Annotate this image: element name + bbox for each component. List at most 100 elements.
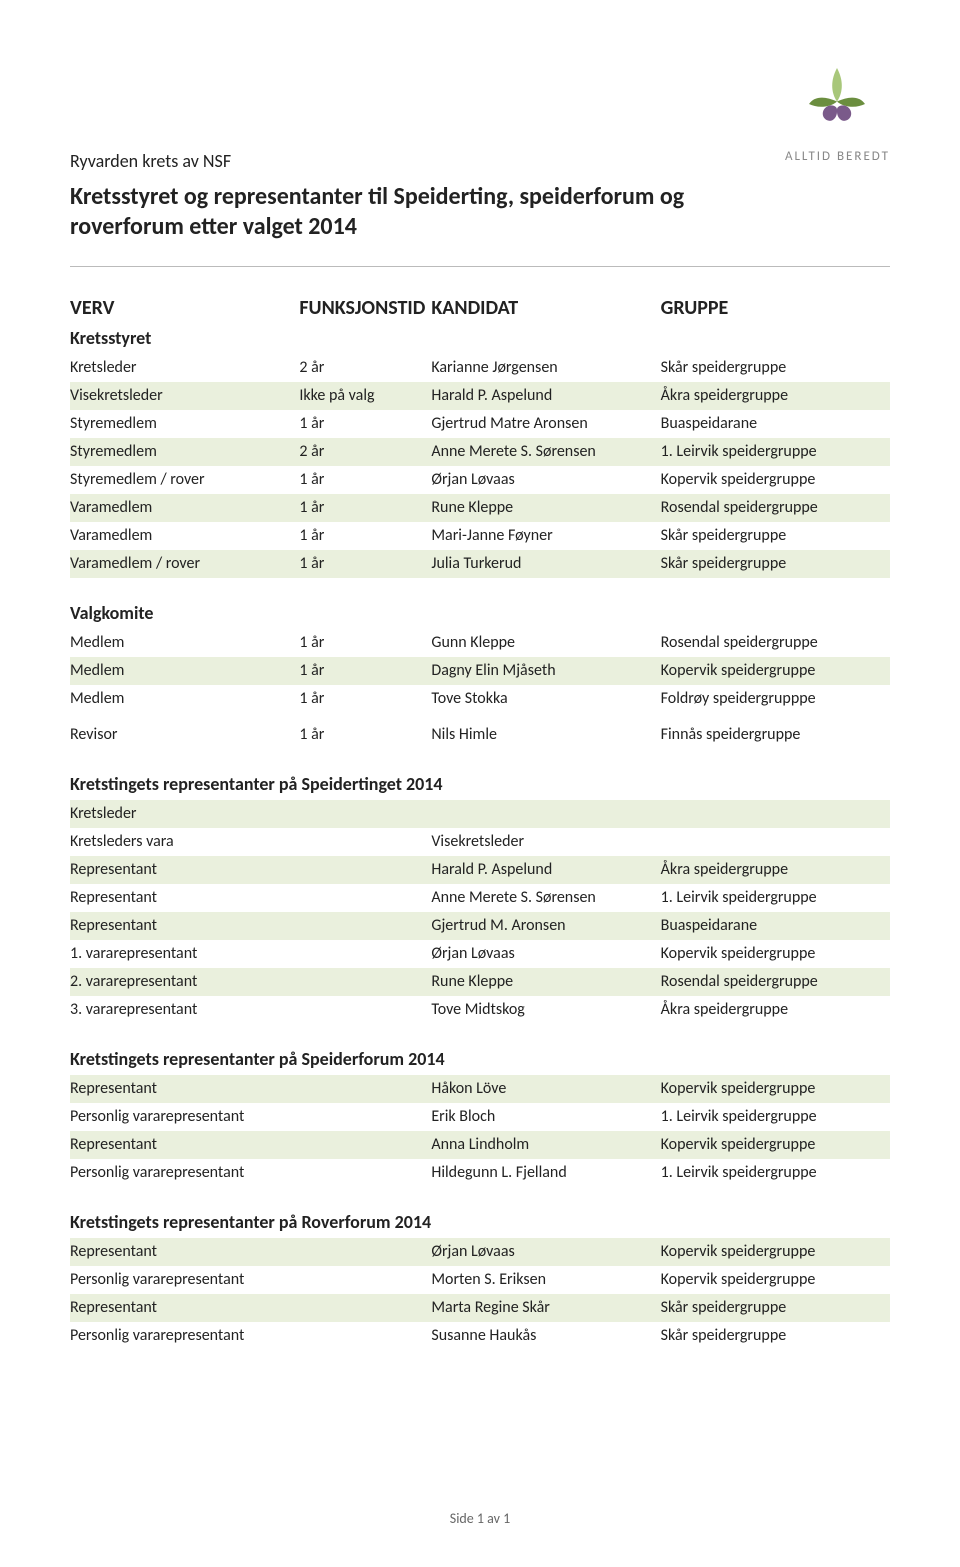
spacer-row: [70, 1187, 890, 1195]
table-row: Varamedlem / rover1 årJulia TurkerudSkår…: [70, 550, 890, 578]
logo-block: ALLTID BEREDT: [785, 60, 890, 164]
section-title: Valgkomite: [70, 586, 890, 629]
table-row: Personlig vararepresentantErik Bloch1. L…: [70, 1103, 890, 1131]
table-row: RepresentantHarald P. AspelundÅkra speid…: [70, 856, 890, 884]
cell-kand: Susanne Haukås: [431, 1322, 660, 1350]
table-row: Kretsleder: [70, 800, 890, 828]
cell-gruppe: Skår speidergruppe: [661, 1322, 890, 1350]
cell-funk: [299, 912, 431, 940]
cell-verv: Kretsleder: [70, 354, 299, 382]
divider: [70, 266, 890, 267]
cell-gruppe: 1. Leirvik speidergruppe: [661, 1159, 890, 1187]
page-footer: Side 1 av 1: [70, 1510, 890, 1527]
table-row: Personlig vararepresentantMorten S. Erik…: [70, 1266, 890, 1294]
cell-gruppe: Skår speidergruppe: [661, 1294, 890, 1322]
cell-verv: Personlig vararepresentant: [70, 1159, 299, 1187]
cell-funk: [299, 1075, 431, 1103]
cell-kand: Tove Stokka: [431, 685, 660, 713]
cell-gruppe: Kopervik speidergruppe: [661, 1075, 890, 1103]
cell-kand: Rune Kleppe: [431, 968, 660, 996]
cell-gruppe: Skår speidergruppe: [661, 522, 890, 550]
cell-gruppe: [661, 828, 890, 856]
table-row: Revisor1 årNils HimleFinnås speidergrupp…: [70, 721, 890, 749]
cell-funk: 1 år: [299, 721, 431, 749]
cell-kand: Hildegunn L. Fjelland: [431, 1159, 660, 1187]
cell-funk: [299, 1238, 431, 1266]
cell-verv: Representant: [70, 1075, 299, 1103]
cell-kand: Marta Regine Skår: [431, 1294, 660, 1322]
cell-gruppe: Rosendal speidergruppe: [661, 968, 890, 996]
table-row: Representant Håkon LöveKopervik speidergr…: [70, 1075, 890, 1103]
cell-kand: Visekretsleder: [431, 828, 660, 856]
cell-verv: Varamedlem / rover: [70, 550, 299, 578]
cell-kand: Harald P. Aspelund: [431, 856, 660, 884]
section-row: Kretstingets representanter på Roverforu…: [70, 1195, 890, 1238]
cell-funk: 1 år: [299, 657, 431, 685]
spacer-row: [70, 578, 890, 586]
cell-verv: Representant: [70, 856, 299, 884]
cell-kand: Karianne Jørgensen: [431, 354, 660, 382]
spacer-row: [70, 713, 890, 721]
cell-gruppe: Finnås speidergruppe: [661, 721, 890, 749]
cell-gruppe: 1. Leirvik speidergruppe: [661, 884, 890, 912]
scout-logo-icon: [797, 60, 877, 140]
cell-funk: [299, 828, 431, 856]
positions-table: VERVFUNKSJONSTIDKANDIDATGRUPPEKretsstyre…: [70, 291, 890, 1350]
cell-funk: 1 år: [299, 685, 431, 713]
cell-verv: Representant: [70, 912, 299, 940]
cell-verv: Kretsleder: [70, 800, 299, 828]
cell-verv: 1. vararepresentant: [70, 940, 299, 968]
col-gruppe: GRUPPE: [661, 291, 890, 325]
cell-kand: Håkon Löve: [431, 1075, 660, 1103]
cell-funk: 1 år: [299, 494, 431, 522]
cell-funk: [299, 940, 431, 968]
col-funk: FUNKSJONSTID: [299, 291, 431, 325]
cell-verv: 3. vararepresentant: [70, 996, 299, 1024]
table-row: Medlem1 årTove StokkaFoldrøy speidergrup…: [70, 685, 890, 713]
cell-kand: Ørjan Løvaas: [431, 466, 660, 494]
cell-verv: Representant: [70, 1294, 299, 1322]
cell-funk: 2 år: [299, 354, 431, 382]
cell-kand: Erik Bloch: [431, 1103, 660, 1131]
cell-funk: [299, 800, 431, 828]
cell-kand: Morten S. Eriksen: [431, 1266, 660, 1294]
table-row: Personlig vararepresentantSusanne Haukås…: [70, 1322, 890, 1350]
cell-kand: Harald P. Aspelund: [431, 382, 660, 410]
motto: ALLTID BEREDT: [785, 149, 890, 164]
section-title: Kretsstyret: [70, 325, 890, 354]
cell-verv: Styremedlem: [70, 438, 299, 466]
section-row: Valgkomite: [70, 586, 890, 629]
cell-funk: [299, 1294, 431, 1322]
spacer-row: [70, 749, 890, 757]
cell-kand: Rune Kleppe: [431, 494, 660, 522]
cell-verv: Personlig vararepresentant: [70, 1103, 299, 1131]
cell-verv: Varamedlem: [70, 522, 299, 550]
cell-funk: [299, 1322, 431, 1350]
cell-kand: Ørjan Løvaas: [431, 940, 660, 968]
cell-funk: [299, 1159, 431, 1187]
cell-funk: 1 år: [299, 550, 431, 578]
cell-gruppe: Kopervik speidergruppe: [661, 1266, 890, 1294]
cell-funk: 1 år: [299, 466, 431, 494]
cell-funk: [299, 1131, 431, 1159]
header: Ryvarden krets av NSF ALLTID BEREDT: [70, 60, 890, 172]
cell-kand: Gjertrud M. Aronsen: [431, 912, 660, 940]
cell-verv: Revisor: [70, 721, 299, 749]
cell-funk: [299, 996, 431, 1024]
cell-kand: Anna Lindholm: [431, 1131, 660, 1159]
cell-gruppe: Kopervik speidergruppe: [661, 1238, 890, 1266]
cell-kand: Mari-Janne Føyner: [431, 522, 660, 550]
section-row: Kretstingets representanter på Speiderti…: [70, 757, 890, 800]
table-row: RepresentantAnne Merete S. Sørensen1. Le…: [70, 884, 890, 912]
cell-verv: 2. vararepresentant: [70, 968, 299, 996]
cell-gruppe: Skår speidergruppe: [661, 550, 890, 578]
cell-verv: Visekretsleder: [70, 382, 299, 410]
cell-kand: Gjertrud Matre Aronsen: [431, 410, 660, 438]
table-row: Medlem1 årDagny Elin MjåsethKopervik spe…: [70, 657, 890, 685]
cell-funk: [299, 1266, 431, 1294]
cell-gruppe: Åkra speidergruppe: [661, 382, 890, 410]
cell-funk: Ikke på valg: [299, 382, 431, 410]
cell-verv: Styremedlem / rover: [70, 466, 299, 494]
cell-gruppe: [661, 800, 890, 828]
cell-kand: [431, 800, 660, 828]
